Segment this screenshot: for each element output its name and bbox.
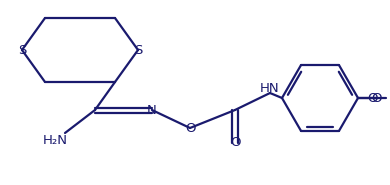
Text: O: O [367,92,377,105]
Text: H₂N: H₂N [43,134,67,147]
Text: S: S [134,43,142,56]
Text: N: N [147,103,157,117]
Text: O: O [371,92,381,105]
Text: S: S [18,43,26,56]
Text: O: O [185,122,195,134]
Text: O: O [230,137,240,149]
Text: HN: HN [260,82,280,95]
